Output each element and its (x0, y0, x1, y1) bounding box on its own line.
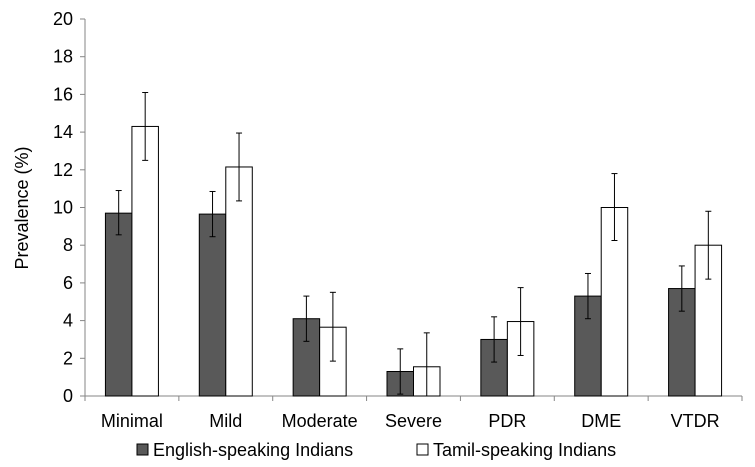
y-tick-label: 2 (63, 348, 73, 368)
y-tick-label: 18 (53, 47, 73, 67)
y-tick-label: 6 (63, 273, 73, 293)
chart-error-bars (115, 92, 712, 397)
chart-axes (84, 19, 743, 401)
x-category-label: DME (581, 411, 621, 431)
y-tick-label: 4 (63, 311, 73, 331)
bar-tamil-mild (225, 166, 253, 397)
legend-swatch-tamil (416, 443, 429, 456)
legend-label-tamil: Tamil-speaking Indians (433, 440, 616, 460)
y-tick-label: 10 (53, 198, 73, 218)
y-axis-title: Prevalence (%) (12, 146, 32, 269)
y-tick-label: 8 (63, 235, 73, 255)
bar-tamil-minimal (131, 125, 159, 397)
x-category-label: Moderate (282, 411, 358, 431)
x-category-label: Mild (209, 411, 242, 431)
x-category-label: Minimal (101, 411, 163, 431)
x-axis-labels: Minimal Mild Moderate Severe PDR DME VTDR (101, 411, 720, 431)
legend-swatch-english (136, 443, 149, 456)
legend-label-english: English-speaking Indians (153, 440, 353, 460)
y-tick-label: 16 (53, 84, 73, 104)
bar-english-mild (198, 213, 227, 397)
x-category-label: PDR (488, 411, 526, 431)
y-axis-ticks: 0 2 4 6 8 10 12 14 16 18 20 (53, 9, 85, 406)
chart-legend: English-speaking Indians Tamil-speaking I… (136, 440, 616, 460)
chart-bars (104, 125, 723, 397)
y-tick-label: 12 (53, 160, 73, 180)
bar-english-pdr (480, 338, 508, 397)
y-tick-label: 0 (63, 386, 73, 406)
bar-tamil-dme (600, 207, 629, 397)
y-tick-label: 14 (53, 122, 73, 142)
x-category-label: VTDR (671, 411, 720, 431)
x-category-label: Severe (385, 411, 442, 431)
y-tick-label: 20 (53, 9, 73, 29)
bar-english-minimal (104, 212, 133, 397)
